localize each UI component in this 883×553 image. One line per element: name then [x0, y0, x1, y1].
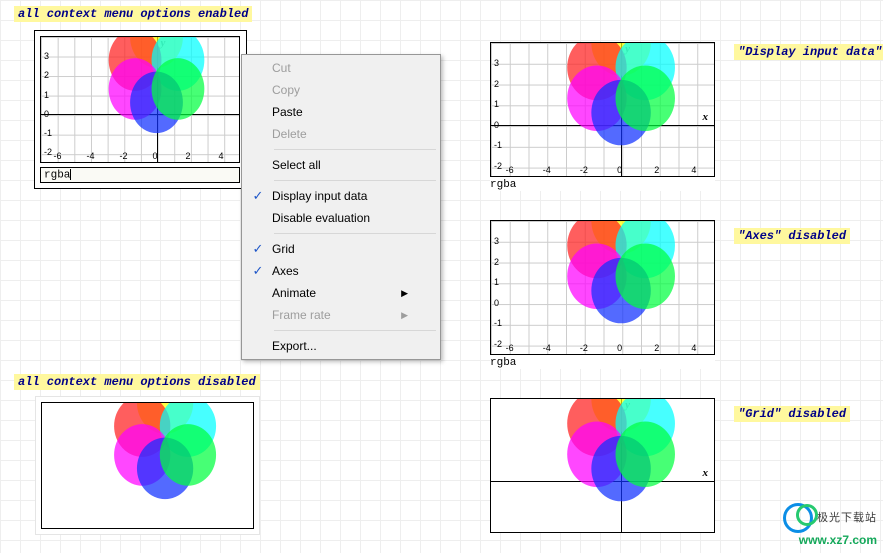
plot-r3: y x [490, 398, 715, 533]
xtick: -4 [543, 165, 551, 175]
panel-display-input: y x -2-10123 -6-4-2024 rgba [490, 42, 715, 191]
xtick: 2 [654, 343, 659, 353]
menu-separator [274, 330, 436, 331]
menu-separator [274, 180, 436, 181]
ytick: -1 [494, 318, 502, 328]
xtick: 4 [218, 151, 223, 161]
menu-item-label: Copy [272, 83, 300, 97]
xtick: -6 [53, 151, 61, 161]
watermark-logo-icon [783, 503, 813, 533]
ytick: 1 [44, 90, 49, 100]
xtick: 0 [152, 151, 157, 161]
circles-svg [491, 399, 714, 532]
panel-axes-disabled: -2 -1 0 1 2 3 -6 -4 -2 0 2 4 rgba [490, 220, 715, 369]
ytick: 1 [494, 99, 499, 109]
menu-item-paste[interactable]: Paste [244, 101, 438, 123]
ytick: -2 [44, 147, 52, 157]
menu-item-export[interactable]: Export... [244, 335, 438, 357]
menu-item-delete: Delete [244, 123, 438, 145]
label-axes-disabled: "Axes" disabled [734, 228, 850, 244]
circles-svg [41, 37, 239, 162]
menu-item-display-input-data[interactable]: ✓Display input data [244, 185, 438, 207]
text-cursor [70, 169, 71, 180]
ytick: 3 [44, 51, 49, 61]
xtick: -2 [580, 343, 588, 353]
xtick: 0 [617, 343, 622, 353]
xtick: 4 [691, 165, 696, 175]
submenu-arrow-icon: ▶ [381, 310, 408, 321]
menu-item-label: Delete [272, 127, 307, 141]
xtick: -6 [506, 165, 514, 175]
label-grid-disabled: "Grid" disabled [734, 406, 850, 422]
menu-item-axes[interactable]: ✓Axes [244, 260, 438, 282]
panel-grid-disabled: y x [490, 398, 715, 533]
label-all-disabled: all context menu options disabled [14, 374, 260, 390]
ytick: -1 [44, 128, 52, 138]
ytick: 0 [494, 298, 499, 308]
ytick: 0 [494, 120, 499, 130]
xtick: -2 [580, 165, 588, 175]
label-all-enabled: all context menu options enabled [14, 6, 252, 22]
menu-item-frame-rate: Frame rate ▶ [244, 304, 438, 326]
watermark-name: 极光下载站 [817, 512, 877, 524]
xtick: -4 [87, 151, 95, 161]
plot-r2: -2 -1 0 1 2 3 -6 -4 -2 0 2 4 [490, 220, 715, 355]
menu-separator [274, 233, 436, 234]
menu-item-label: Frame rate [272, 308, 331, 322]
plot-r1: y x -2-10123 -6-4-2024 [490, 42, 715, 177]
menu-item-label: Axes [272, 264, 299, 278]
menu-item-label: Disable evaluation [272, 211, 370, 225]
menu-item-disable-evaluation[interactable]: Disable evaluation [244, 207, 438, 229]
label-display-input: "Display input data" [734, 44, 883, 60]
menu-item-copy: Copy [244, 79, 438, 101]
panel-all-enabled[interactable]: y -2-10123 -6-4-2024 rgba [34, 30, 247, 189]
ytick: -2 [494, 339, 502, 349]
plot-noaxes-nogrid [41, 402, 254, 529]
menu-item-label: Select all [272, 158, 321, 172]
menu-item-label: Animate [272, 286, 316, 300]
context-menu[interactable]: CutCopyPasteDeleteSelect all✓Display inp… [241, 54, 441, 360]
plot-main[interactable]: y -2-10123 -6-4-2024 [40, 36, 240, 163]
ytick: -2 [494, 161, 502, 171]
ytick: 2 [494, 79, 499, 89]
xtick: 0 [617, 165, 622, 175]
menu-item-grid[interactable]: ✓Grid [244, 238, 438, 260]
menu-item-animate[interactable]: Animate ▶ [244, 282, 438, 304]
plot-caption: rgba [490, 179, 715, 191]
check-icon: ✓ [244, 263, 272, 279]
ytick: 0 [44, 109, 49, 119]
check-icon: ✓ [244, 188, 272, 204]
panel-all-disabled [35, 396, 260, 535]
plot-caption: rgba [490, 357, 715, 369]
circles-svg [491, 43, 714, 176]
xtick: -6 [506, 343, 514, 353]
menu-item-label: Paste [272, 105, 303, 119]
xtick: 4 [691, 343, 696, 353]
menu-separator [274, 149, 436, 150]
menu-item-label: Display input data [272, 189, 367, 203]
input-value: rgba [44, 169, 70, 181]
check-icon: ✓ [244, 241, 272, 257]
ytick: 2 [44, 70, 49, 80]
input-field[interactable]: rgba [40, 167, 240, 183]
ytick: 3 [494, 236, 499, 246]
menu-item-label: Cut [272, 61, 291, 75]
xtick: 2 [186, 151, 191, 161]
menu-item-label: Export... [272, 339, 317, 353]
xtick: 2 [654, 165, 659, 175]
circles-svg [42, 403, 253, 528]
watermark: 极光下载站 www.xz7.com [783, 503, 877, 547]
xtick: -2 [120, 151, 128, 161]
xtick: -4 [543, 343, 551, 353]
ytick: -1 [494, 140, 502, 150]
submenu-arrow-icon: ▶ [381, 288, 408, 299]
ytick: 1 [494, 277, 499, 287]
ytick: 3 [494, 58, 499, 68]
watermark-url: www.xz7.com [783, 533, 877, 547]
ytick: 2 [494, 257, 499, 267]
menu-item-label: Grid [272, 242, 295, 256]
circles-svg [491, 221, 714, 354]
menu-item-cut: Cut [244, 57, 438, 79]
menu-item-select-all[interactable]: Select all [244, 154, 438, 176]
